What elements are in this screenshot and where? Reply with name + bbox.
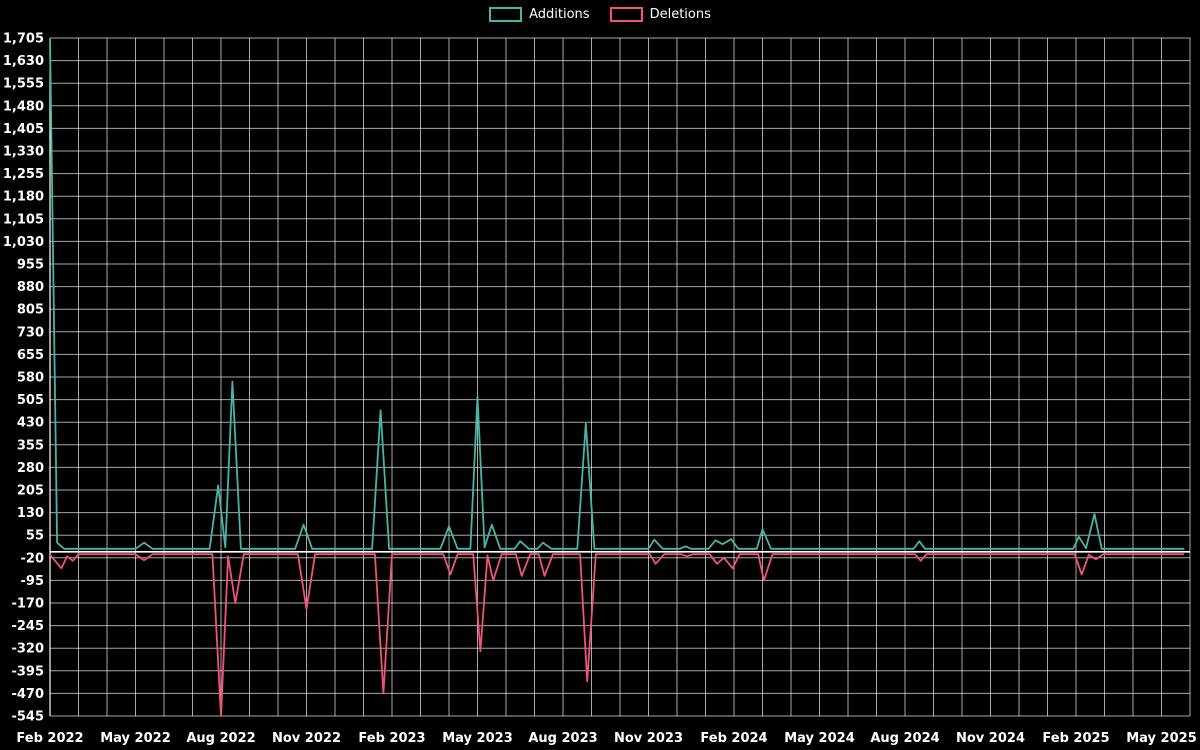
- y-tick-label: 355: [17, 438, 44, 453]
- y-tick-label: 1,330: [3, 145, 44, 160]
- deletions-swatch-icon: [609, 7, 643, 22]
- y-tick-label: 130: [17, 506, 44, 521]
- additions-swatch-icon: [489, 7, 523, 22]
- x-tick-label: Feb 2023: [358, 731, 425, 746]
- y-tick-label: 730: [17, 325, 44, 340]
- y-tick-label: 805: [17, 303, 44, 318]
- x-tick-label: Aug 2023: [528, 731, 597, 746]
- y-tick-label: -20: [21, 551, 45, 566]
- x-tick-label: Nov 2024: [956, 731, 1025, 746]
- x-tick-label: May 2023: [442, 731, 513, 746]
- x-tick-label: Feb 2024: [700, 731, 767, 746]
- y-tick-label: 280: [17, 461, 44, 476]
- x-tick-label: Feb 2025: [1042, 731, 1109, 746]
- y-tick-label: 1,555: [3, 77, 44, 92]
- legend-item-additions[interactable]: Additions: [489, 7, 590, 22]
- y-tick-label: 580: [17, 371, 44, 386]
- legend-label-additions: Additions: [529, 7, 590, 22]
- x-tick-label: May 2025: [1126, 731, 1197, 746]
- x-tick-label: Nov 2022: [272, 731, 341, 746]
- y-tick-label: -320: [11, 642, 44, 657]
- y-tick-label: 430: [17, 416, 44, 431]
- y-tick-label: -545: [11, 710, 44, 725]
- legend-item-deletions[interactable]: Deletions: [609, 7, 711, 22]
- y-tick-label: 1,405: [3, 122, 44, 137]
- y-tick-label: -170: [11, 597, 44, 612]
- series-line-additions: [49, 37, 1185, 550]
- x-tick-label: Feb 2022: [16, 731, 83, 746]
- y-tick-label: 1,255: [3, 167, 44, 182]
- y-tick-label: 1,105: [3, 212, 44, 227]
- x-tick-label: May 2022: [100, 731, 171, 746]
- y-tick-label: 655: [17, 348, 44, 363]
- x-tick-label: Nov 2023: [614, 731, 683, 746]
- x-tick-label: Aug 2024: [870, 731, 939, 746]
- y-tick-label: 55: [26, 529, 44, 544]
- y-tick-label: 1,030: [3, 235, 44, 250]
- x-tick-label: Aug 2022: [186, 731, 255, 746]
- series-line-deletions: [49, 553, 1185, 717]
- chart-legend: Additions Deletions: [0, 7, 1200, 22]
- y-tick-label: 955: [17, 258, 44, 273]
- y-tick-label: 1,180: [3, 190, 44, 205]
- y-tick-label: 505: [17, 393, 44, 408]
- x-tick-label: May 2024: [784, 731, 855, 746]
- y-tick-label: -245: [11, 619, 44, 634]
- y-tick-label: 1,630: [3, 54, 44, 69]
- y-tick-label: 880: [17, 280, 44, 295]
- y-tick-label: 1,705: [3, 32, 44, 47]
- y-tick-label: 1,480: [3, 99, 44, 114]
- y-tick-label: -395: [11, 664, 44, 679]
- y-tick-label: -470: [11, 687, 44, 702]
- legend-label-deletions: Deletions: [649, 7, 711, 22]
- y-tick-label: -95: [21, 574, 45, 589]
- y-tick-label: 205: [17, 484, 44, 499]
